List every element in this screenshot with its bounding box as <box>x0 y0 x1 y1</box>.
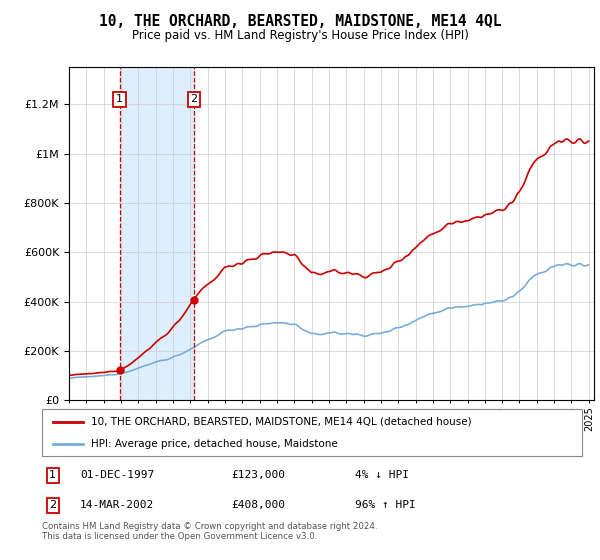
Text: 14-MAR-2002: 14-MAR-2002 <box>80 500 154 510</box>
Text: 1: 1 <box>49 470 56 480</box>
Bar <box>119 67 194 400</box>
Text: Price paid vs. HM Land Registry's House Price Index (HPI): Price paid vs. HM Land Registry's House … <box>131 29 469 42</box>
Text: 4% ↓ HPI: 4% ↓ HPI <box>355 470 409 480</box>
Text: 01-DEC-1997: 01-DEC-1997 <box>80 470 154 480</box>
Text: £408,000: £408,000 <box>231 500 285 510</box>
Point <box>189 295 199 304</box>
Text: 10, THE ORCHARD, BEARSTED, MAIDSTONE, ME14 4QL: 10, THE ORCHARD, BEARSTED, MAIDSTONE, ME… <box>99 14 501 29</box>
Text: 2: 2 <box>49 500 56 510</box>
Text: 96% ↑ HPI: 96% ↑ HPI <box>355 500 416 510</box>
Text: Contains HM Land Registry data © Crown copyright and database right 2024.
This d: Contains HM Land Registry data © Crown c… <box>42 522 377 542</box>
FancyBboxPatch shape <box>42 409 582 456</box>
Text: HPI: Average price, detached house, Maidstone: HPI: Average price, detached house, Maid… <box>91 438 337 449</box>
Text: £123,000: £123,000 <box>231 470 285 480</box>
Text: 1: 1 <box>116 94 123 104</box>
Point <box>115 366 124 375</box>
Text: 10, THE ORCHARD, BEARSTED, MAIDSTONE, ME14 4QL (detached house): 10, THE ORCHARD, BEARSTED, MAIDSTONE, ME… <box>91 417 471 427</box>
Text: 2: 2 <box>190 94 197 104</box>
